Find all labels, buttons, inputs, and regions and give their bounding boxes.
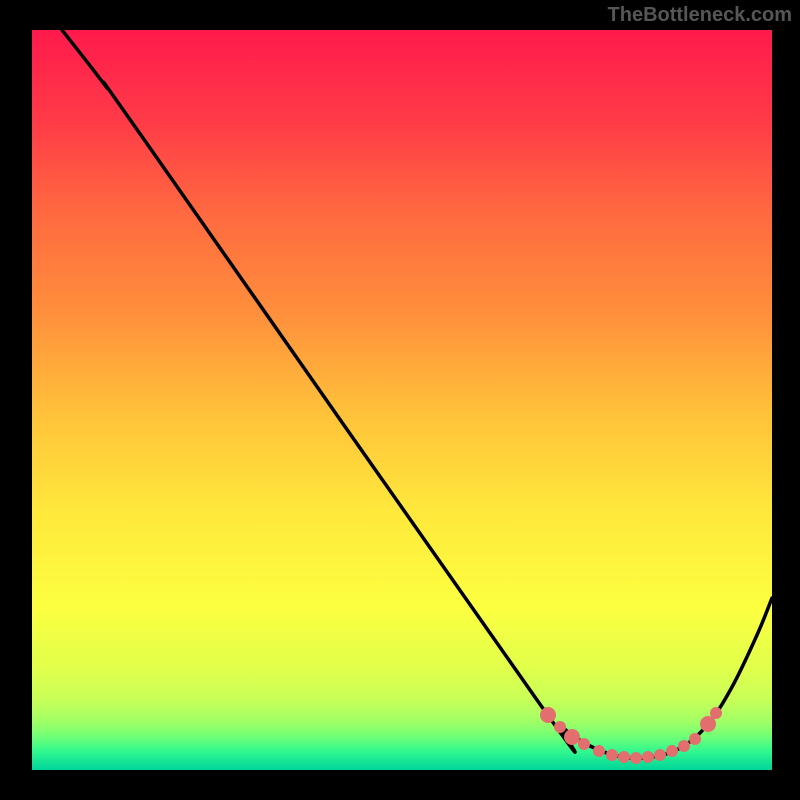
data-marker (630, 752, 642, 764)
data-marker (710, 707, 722, 719)
bottleneck-chart (0, 0, 800, 800)
data-marker (654, 749, 666, 761)
data-marker (689, 733, 701, 745)
data-marker (540, 707, 556, 723)
data-marker (678, 740, 690, 752)
watermark-text: TheBottleneck.com (608, 4, 792, 27)
data-marker (642, 751, 654, 763)
data-marker (666, 745, 678, 757)
data-marker (593, 745, 605, 757)
data-marker (554, 721, 566, 733)
data-marker (606, 749, 618, 761)
data-marker (578, 738, 590, 750)
data-marker (564, 729, 580, 745)
data-marker (618, 751, 630, 763)
